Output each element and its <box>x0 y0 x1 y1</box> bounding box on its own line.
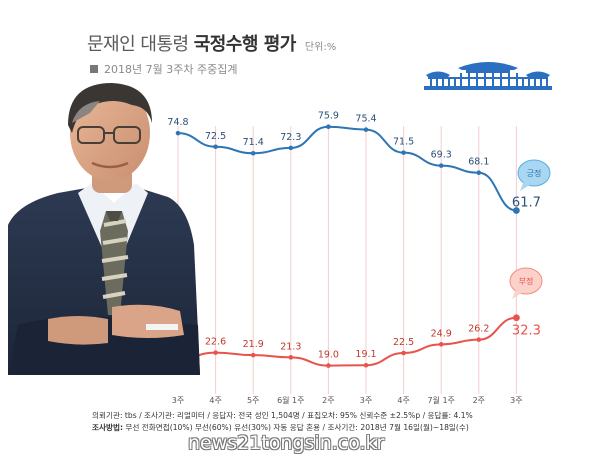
data-point <box>401 350 406 356</box>
data-point <box>213 144 218 150</box>
data-point <box>438 342 444 347</box>
data-point <box>476 337 482 342</box>
data-point <box>363 127 369 132</box>
data-label: 72.5 <box>205 131 226 142</box>
data-label: 71.4 <box>243 137 264 148</box>
data-label: 75.4 <box>355 114 376 125</box>
footer-method-text: 무선 전화면접(10%) 무선(60%) 유선(30%) 자동 응답 혼용 / … <box>125 423 469 432</box>
data-point <box>438 163 444 168</box>
series-line-positive <box>177 125 517 212</box>
chart-subtitle: 2018년 7월 3주차 주중집계 <box>90 61 237 77</box>
data-point <box>401 150 406 155</box>
chart-value-labels: 74.8 72.5 71.4 72.3 75.9 75.4 71.5 69.3 68.1 61.7… <box>167 111 540 361</box>
data-label: 24.9 <box>431 328 452 339</box>
legend-bubble-tail <box>512 289 523 299</box>
data-label: 74.8 <box>167 117 188 128</box>
blue-house-icon <box>424 62 552 90</box>
footer-method-label: 조사방법: <box>92 423 123 432</box>
data-label: 22.5 <box>393 337 414 348</box>
x-tick-label: 2주 <box>473 396 485 405</box>
data-label: 19.1 <box>355 349 376 360</box>
data-label: 32.3 <box>512 324 541 339</box>
x-tick-label: 3주 <box>360 396 372 405</box>
data-label: 22.6 <box>205 337 226 348</box>
data-label: 26.2 <box>468 324 489 335</box>
data-point <box>213 350 218 355</box>
data-point <box>250 352 256 358</box>
legend-label: 긍정 <box>527 168 542 178</box>
data-label: 21.3 <box>280 341 301 352</box>
chart-x-axis: 3주 4주 5주 6월 1주 2주 3주 4주 7월 1주 2주 3주 <box>172 395 523 405</box>
data-point <box>476 170 482 176</box>
legend-label: 부정 <box>519 276 534 286</box>
title-bold: 국정수행 평가 <box>193 34 297 55</box>
footer-line-2: 조사방법: 무선 전화면접(10%) 무선(60%) 유선(30%) 자동 응답… <box>92 422 473 434</box>
x-tick-label: 2주 <box>322 396 334 405</box>
data-point <box>326 124 331 129</box>
chart-title: 문재인 대통령 국정수행 평가 단위:% <box>87 30 336 56</box>
data-label: 75.9 <box>318 111 339 122</box>
data-label: 19.0 <box>318 350 339 361</box>
legend-item-positive: 긍정 <box>517 159 551 191</box>
series-line-negative <box>177 316 517 367</box>
legend-bubble <box>509 267 543 295</box>
site-watermark: news21tongsin.co.kr <box>188 432 385 454</box>
president-photo <box>8 83 208 395</box>
unit-label: 단위:% <box>304 42 337 53</box>
survey-footer: 의뢰기관: tbs / 조사기관: 리얼미터 / 응답자: 전국 성인 1,50… <box>92 410 473 434</box>
data-point <box>513 207 520 214</box>
legend-bubble <box>517 159 551 187</box>
legend-item-negative: 부정 <box>509 267 543 299</box>
data-point <box>175 130 181 136</box>
data-point <box>363 362 369 368</box>
title-normal: 문재인 대통령 <box>87 34 189 55</box>
subtitle-text: 2018년 7월 3주차 주중집계 <box>104 63 238 76</box>
square-bullet-icon <box>90 65 98 73</box>
x-tick-label: 3주 <box>172 396 184 405</box>
data-label: 61.7 <box>512 195 541 210</box>
x-tick-label: 6월 1주 <box>277 395 304 405</box>
x-tick-label: 4주 <box>209 396 221 405</box>
data-point <box>513 314 520 322</box>
x-tick-label: 3주 <box>510 396 522 405</box>
data-point <box>326 363 331 368</box>
chart-series <box>175 124 520 368</box>
data-label: 72.3 <box>280 132 301 143</box>
data-label: 21.9 <box>243 339 264 350</box>
data-point <box>250 150 256 156</box>
legend-bubble-tail <box>520 181 531 191</box>
x-tick-label: 7월 1주 <box>427 395 454 405</box>
x-tick-label: 4주 <box>397 396 409 405</box>
data-label: 69.3 <box>431 150 452 161</box>
x-tick-label: 5주 <box>247 396 259 405</box>
data-point <box>288 355 294 360</box>
data-label: 71.5 <box>393 137 414 148</box>
footer-line-1: 의뢰기관: tbs / 조사기관: 리얼미터 / 응답자: 전국 성인 1,50… <box>92 411 473 420</box>
data-point <box>288 145 294 151</box>
data-label: 68.1 <box>468 157 489 168</box>
